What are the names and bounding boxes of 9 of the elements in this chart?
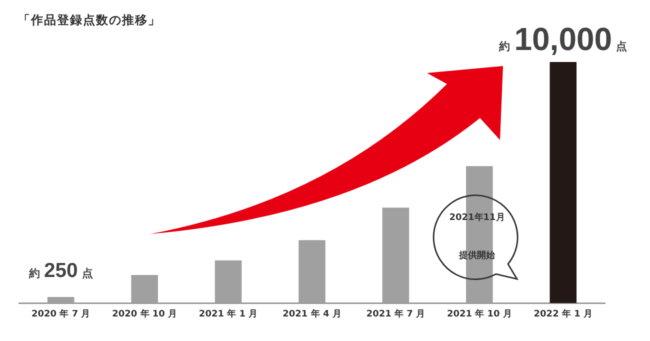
x-tick-label: 2021 年 1 月 (198, 308, 258, 320)
x-tick-label: 2021 年 10 月 (446, 308, 512, 320)
x-tick-label: 2020 年 7 月 (32, 308, 90, 320)
bar (550, 62, 577, 303)
chart-title: 「作品登録点数の推移」 (18, 12, 161, 29)
x-tick-label: 2021 年 4 月 (282, 308, 342, 320)
x-tick-label: 2020 年 10 月 (112, 308, 178, 320)
x-tick-label: 2022 年 1 月 (534, 308, 592, 320)
x-tick-label: 2021 年 7 月 (366, 308, 426, 320)
